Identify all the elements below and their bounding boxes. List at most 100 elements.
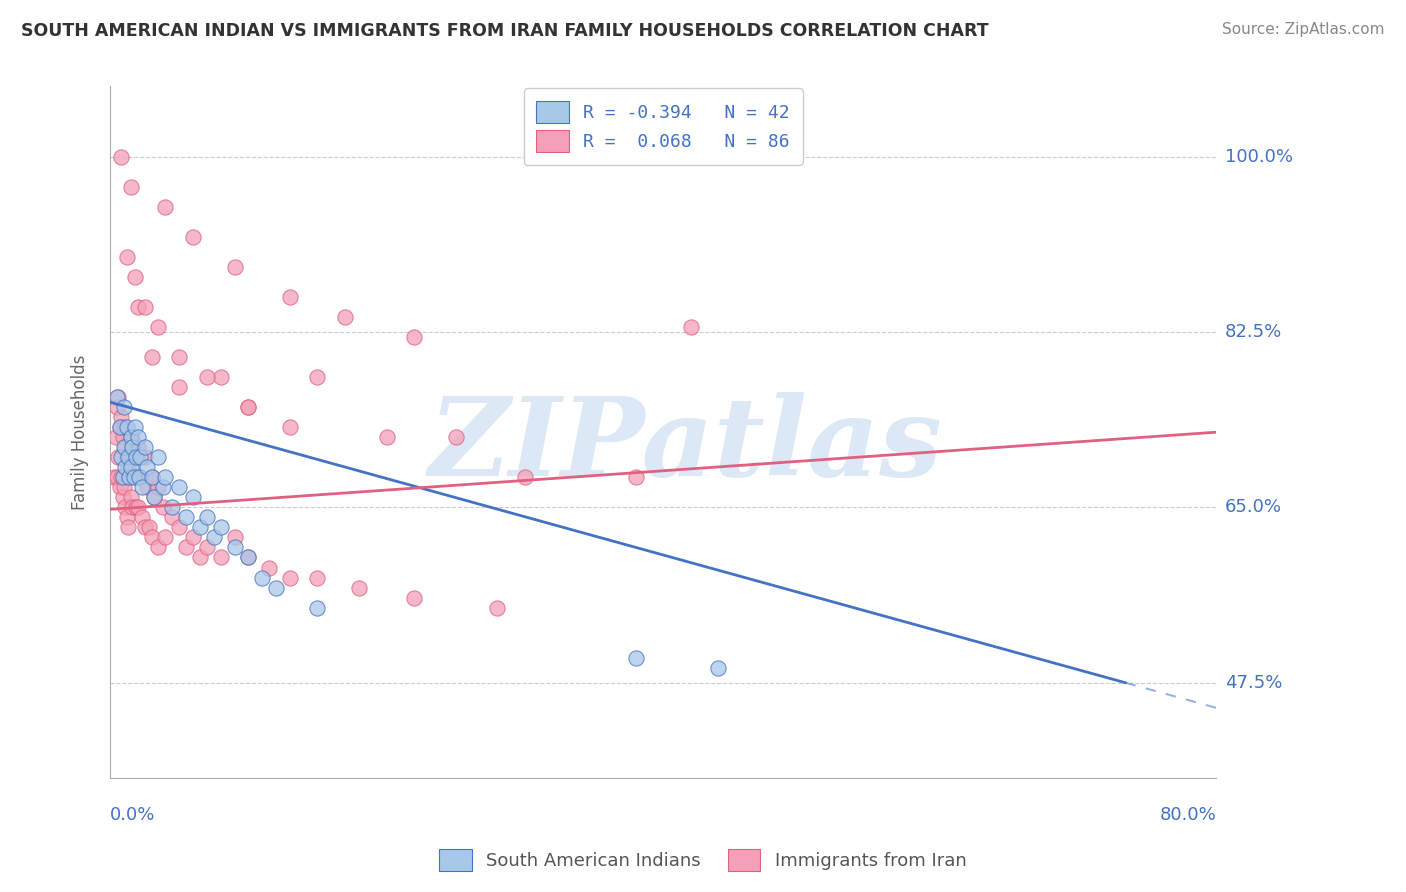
Point: [114, 500, 136, 515]
Point: [122, 450, 145, 465]
Point: [250, 570, 273, 584]
Point: [105, 470, 128, 484]
Point: [167, 520, 190, 534]
Point: [127, 300, 149, 314]
Point: [105, 400, 128, 414]
Text: 65.0%: 65.0%: [1225, 499, 1282, 516]
Point: [278, 570, 301, 584]
Point: [195, 510, 218, 524]
Point: [333, 310, 356, 324]
Point: [115, 450, 138, 465]
Point: [238, 550, 260, 565]
Point: [122, 470, 145, 484]
Point: [124, 470, 146, 484]
Point: [103, 470, 125, 484]
Legend: R = -0.394   N = 42, R =  0.068   N = 86: R = -0.394 N = 42, R = 0.068 N = 86: [524, 88, 803, 165]
Point: [624, 650, 647, 665]
Point: [188, 520, 211, 534]
Point: [679, 320, 702, 334]
Point: [117, 450, 139, 465]
Point: [136, 460, 159, 475]
Point: [278, 290, 301, 304]
Point: [125, 500, 148, 515]
Point: [117, 520, 139, 534]
Point: [129, 470, 152, 484]
Point: [202, 531, 225, 545]
Point: [162, 510, 184, 524]
Point: [181, 229, 204, 244]
Point: [121, 440, 143, 454]
Point: [624, 470, 647, 484]
Point: [307, 370, 329, 384]
Text: 82.5%: 82.5%: [1225, 323, 1282, 341]
Point: [195, 541, 218, 555]
Point: [148, 480, 170, 494]
Point: [209, 520, 232, 534]
Point: [347, 581, 370, 595]
Point: [110, 410, 132, 425]
Point: [404, 591, 426, 605]
Point: [307, 570, 329, 584]
Point: [444, 430, 467, 444]
Point: [110, 149, 132, 163]
Point: [141, 470, 163, 484]
Point: [115, 510, 138, 524]
Point: [307, 600, 329, 615]
Point: [129, 450, 152, 465]
Point: [181, 491, 204, 505]
Y-axis label: Family Households: Family Households: [72, 354, 89, 510]
Point: [124, 420, 146, 434]
Point: [108, 420, 131, 434]
Point: [167, 350, 190, 364]
Point: [125, 450, 148, 465]
Point: [257, 560, 280, 574]
Point: [111, 470, 134, 484]
Point: [124, 269, 146, 284]
Point: [143, 491, 166, 505]
Point: [238, 400, 260, 414]
Point: [110, 470, 132, 484]
Point: [238, 550, 260, 565]
Point: [117, 460, 139, 475]
Point: [238, 400, 260, 414]
Point: [148, 450, 170, 465]
Point: [121, 500, 143, 515]
Point: [114, 460, 136, 475]
Point: [107, 450, 129, 465]
Point: [148, 320, 170, 334]
Point: [118, 470, 141, 484]
Point: [111, 430, 134, 444]
Point: [120, 179, 142, 194]
Point: [108, 420, 131, 434]
Point: [152, 480, 174, 494]
Text: Source: ZipAtlas.com: Source: ZipAtlas.com: [1222, 22, 1385, 37]
Text: 0.0%: 0.0%: [110, 805, 156, 823]
Point: [108, 480, 131, 494]
Point: [148, 541, 170, 555]
Point: [112, 440, 135, 454]
Point: [115, 250, 138, 264]
Point: [224, 541, 246, 555]
Point: [224, 531, 246, 545]
Point: [174, 510, 197, 524]
Point: [127, 440, 149, 454]
Point: [141, 531, 163, 545]
Text: 47.5%: 47.5%: [1225, 673, 1282, 692]
Point: [120, 460, 142, 475]
Point: [120, 430, 142, 444]
Point: [127, 500, 149, 515]
Point: [121, 440, 143, 454]
Point: [152, 500, 174, 515]
Point: [104, 430, 127, 444]
Point: [114, 440, 136, 454]
Point: [264, 581, 287, 595]
Point: [486, 600, 509, 615]
Point: [707, 661, 730, 675]
Legend: South American Indians, Immigrants from Iran: South American Indians, Immigrants from …: [432, 842, 974, 879]
Text: SOUTH AMERICAN INDIAN VS IMMIGRANTS FROM IRAN FAMILY HOUSEHOLDS CORRELATION CHAR: SOUTH AMERICAN INDIAN VS IMMIGRANTS FROM…: [21, 22, 988, 40]
Point: [513, 470, 536, 484]
Point: [107, 390, 129, 404]
Point: [134, 450, 156, 465]
Point: [118, 470, 141, 484]
Point: [174, 541, 197, 555]
